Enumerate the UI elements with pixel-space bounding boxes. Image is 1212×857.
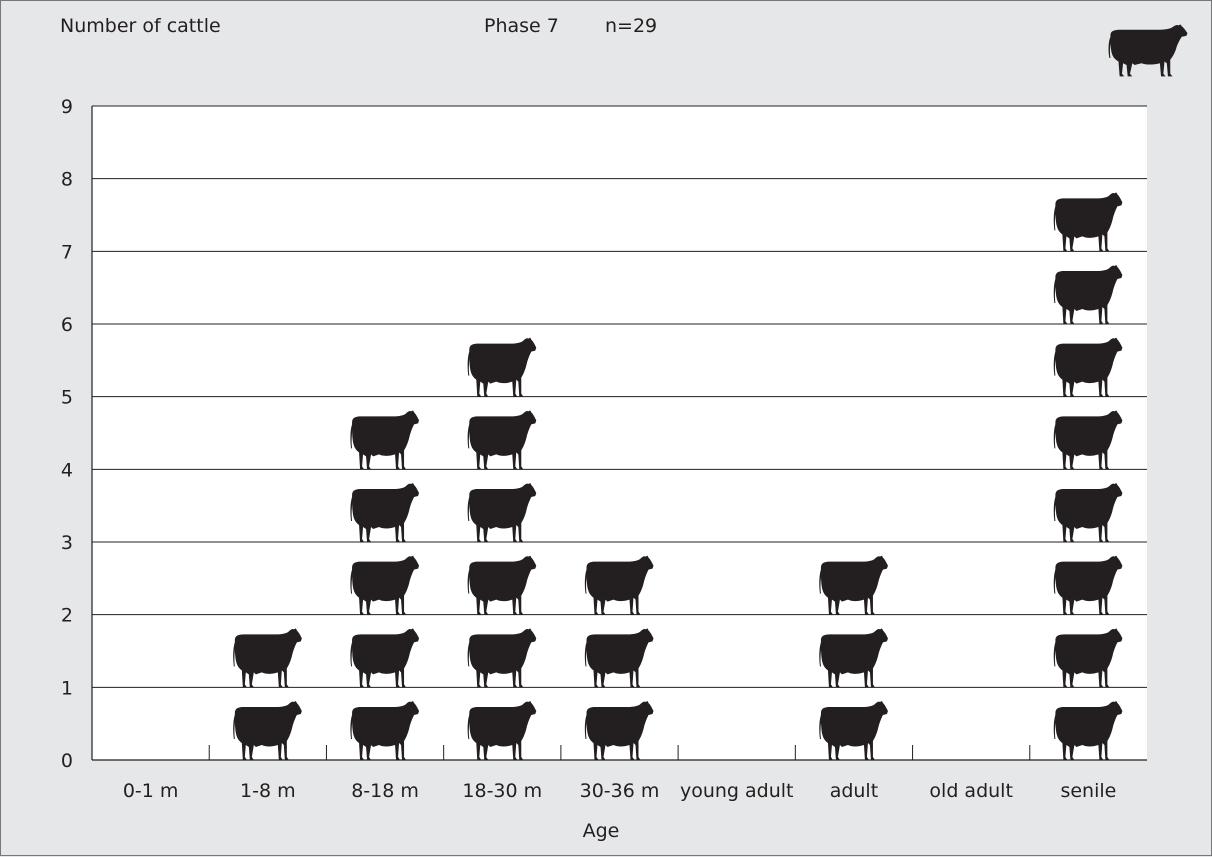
x-tick-label: senile [1060, 780, 1116, 802]
chart-subtitle: n=29 [605, 15, 657, 37]
y-tick-label: 7 [61, 241, 73, 263]
chart-title: Phase 7 [484, 15, 559, 37]
gridlines [92, 105, 1147, 688]
axes [91, 106, 1147, 761]
y-tick-label: 8 [61, 169, 73, 191]
y-tick-label: 5 [61, 387, 73, 409]
x-tick-label: 30-36 m [580, 780, 660, 802]
x-tick-label: 8-18 m [351, 780, 419, 802]
y-tick-label: 6 [61, 314, 73, 336]
y-tick-label: 1 [61, 677, 73, 699]
y-axis-title: Number of cattle [60, 15, 221, 37]
x-tick-label: young adult [680, 780, 794, 802]
x-tick-label: 18-30 m [462, 780, 542, 802]
y-tick-label: 4 [61, 459, 73, 481]
x-tick-label: old adult [929, 780, 1012, 802]
legend-cow-icon [1108, 24, 1188, 77]
y-tick-label: 0 [61, 750, 73, 772]
y-tick-label: 2 [61, 605, 73, 627]
x-tick-label: 1-8 m [240, 780, 296, 802]
y-tick-label: 3 [61, 532, 73, 554]
y-tick-labels: 0 1 2 3 4 5 6 7 8 9 [61, 96, 73, 772]
x-tick-labels: 0-1 m 1-8 m 8-18 m 18-30 m 30-36 m young adul… [123, 780, 1117, 802]
y-tick-label: 9 [61, 96, 73, 118]
x-tick-label: adult [830, 780, 878, 802]
x-tick-label: 0-1 m [123, 780, 179, 802]
x-axis-title: Age [583, 820, 620, 842]
